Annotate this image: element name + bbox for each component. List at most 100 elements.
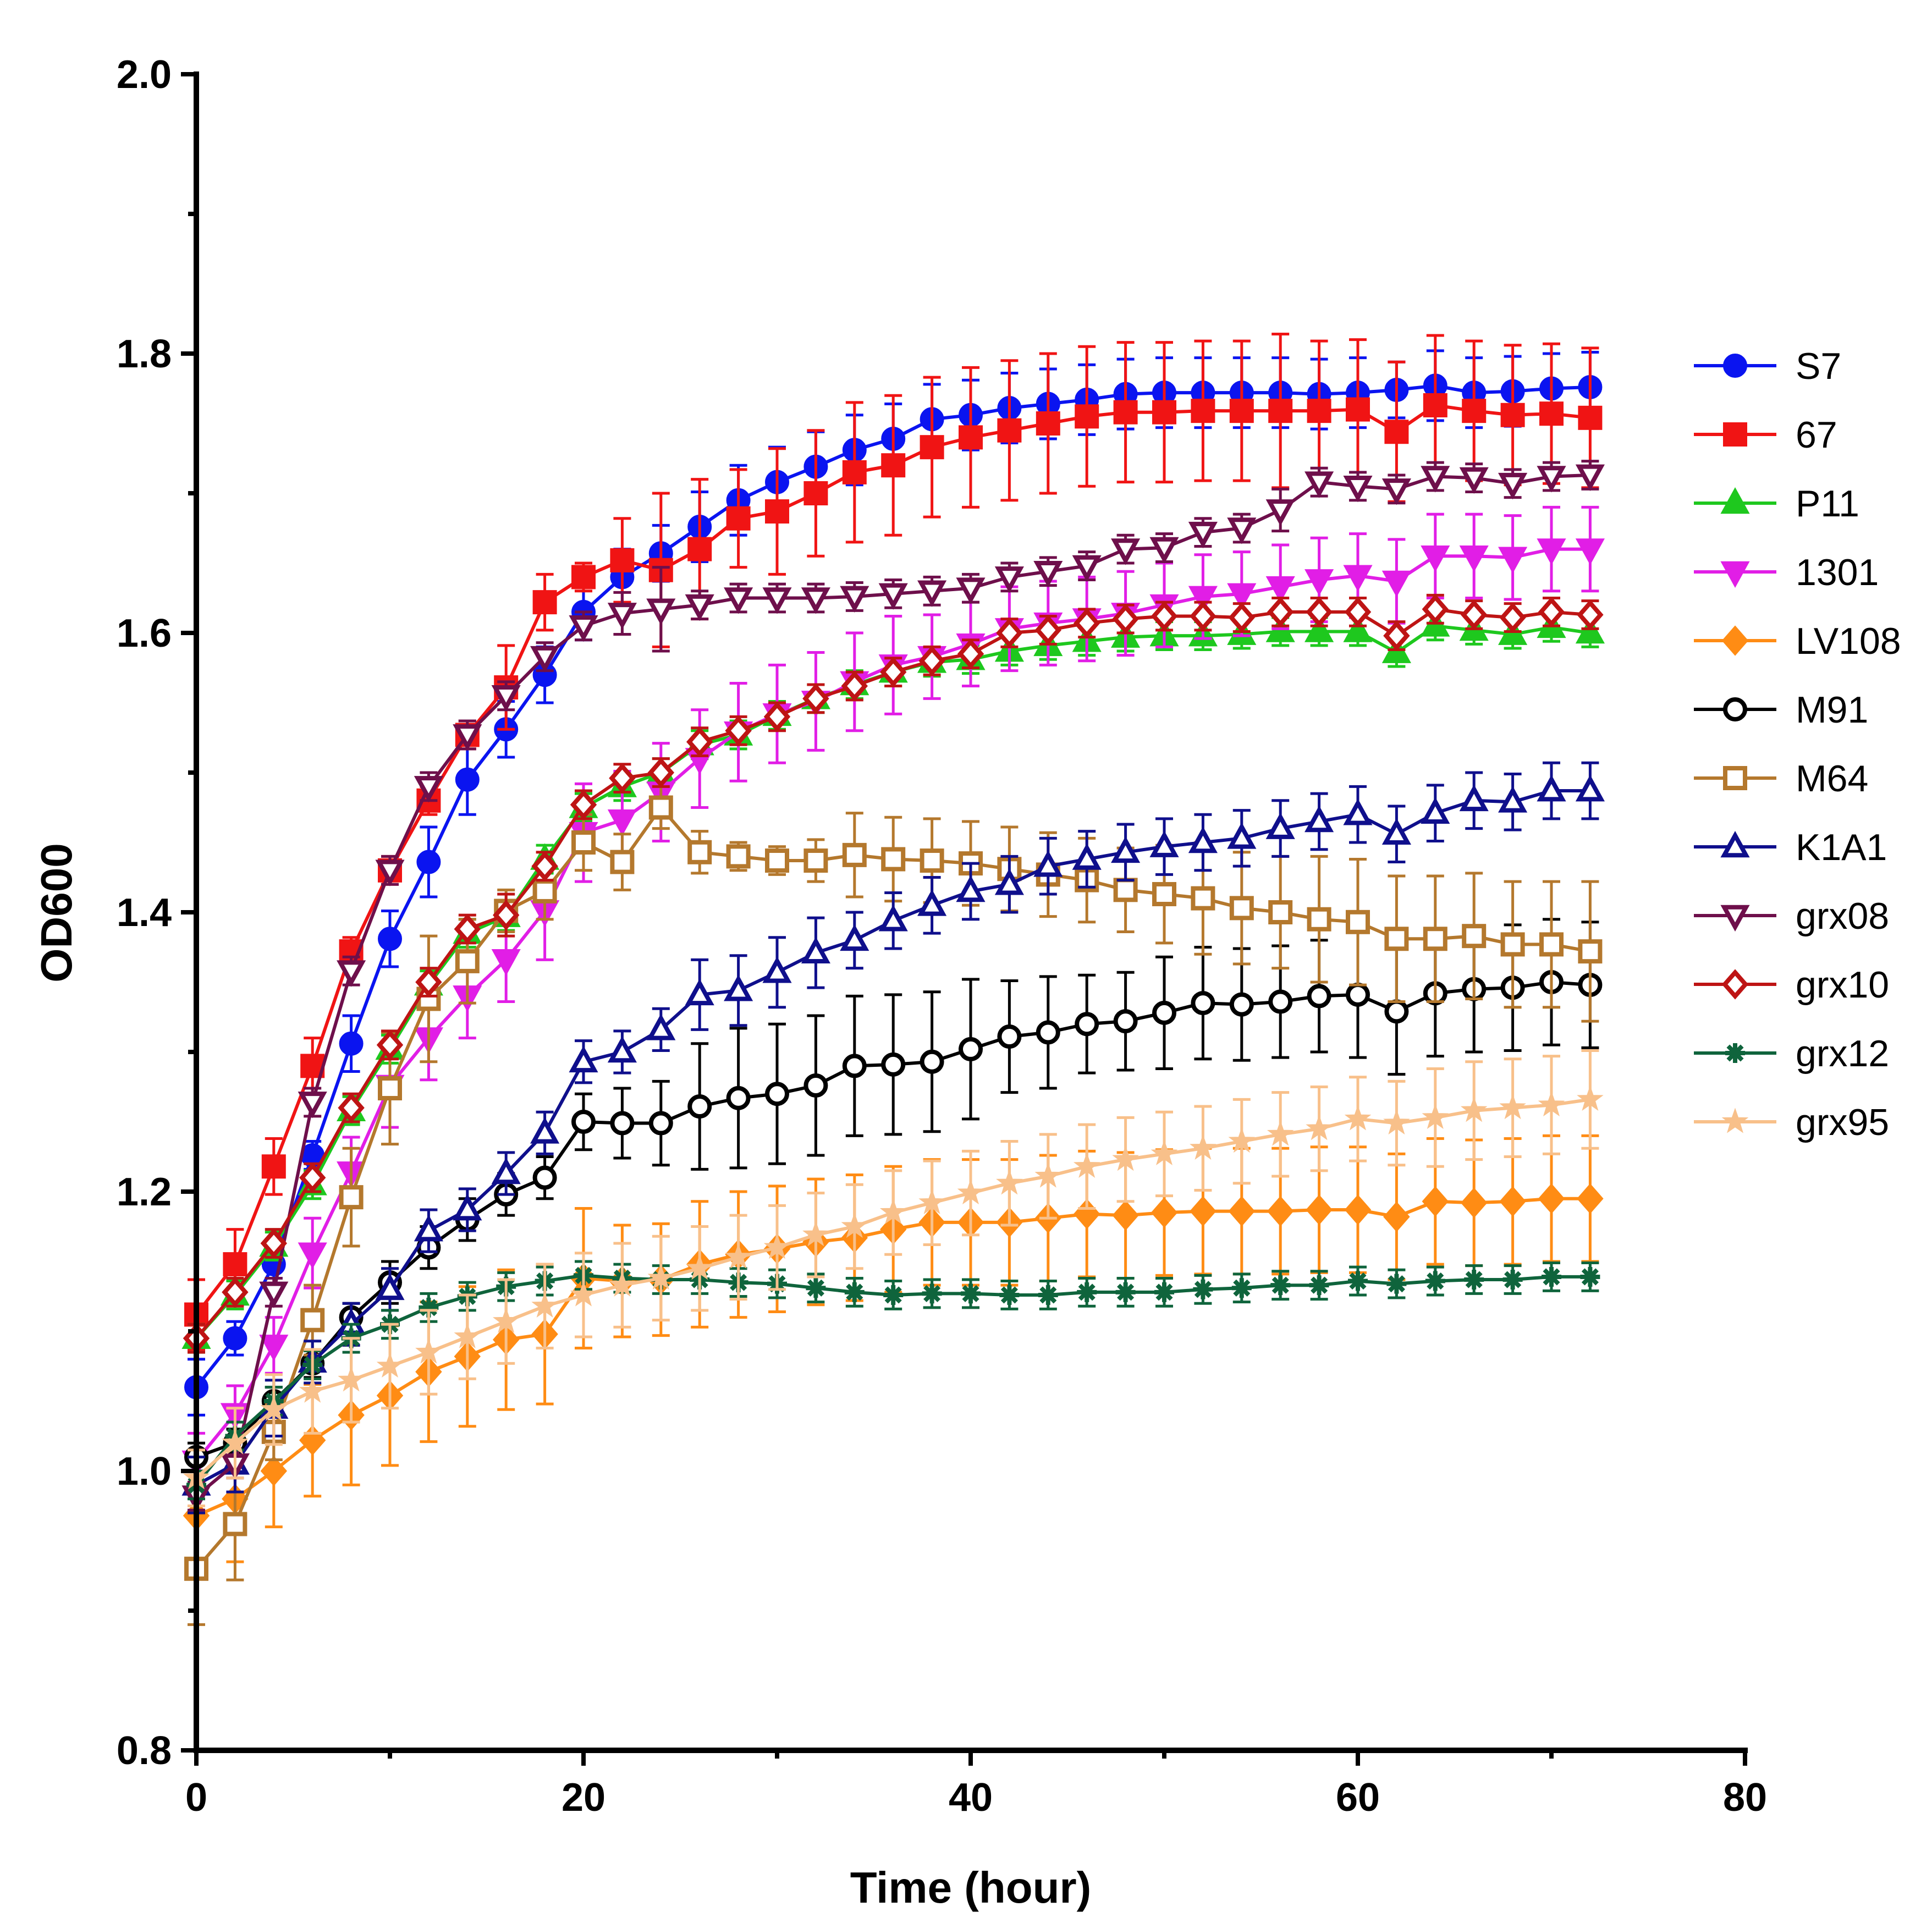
data-point	[765, 499, 789, 524]
data-point	[1152, 400, 1176, 425]
legend-label: 1301	[1796, 552, 1879, 593]
data-point	[1539, 932, 1564, 957]
data-point	[1344, 1194, 1372, 1225]
x-tick-label: 0	[185, 1776, 207, 1820]
data-point	[1267, 1195, 1294, 1227]
data-point	[1343, 565, 1373, 592]
data-point	[607, 603, 637, 630]
data-point	[1459, 467, 1489, 494]
data-point	[999, 1285, 1020, 1305]
data-point	[1460, 1187, 1488, 1218]
data-point	[841, 1212, 868, 1238]
data-point	[1113, 1009, 1138, 1034]
data-point	[259, 1281, 289, 1308]
data-point	[1227, 822, 1257, 849]
legend-marker	[1725, 1043, 1745, 1063]
data-point	[1191, 886, 1215, 911]
data-point	[610, 1111, 635, 1136]
data-point	[259, 1335, 289, 1362]
data-point	[765, 848, 789, 873]
data-point	[883, 1285, 904, 1305]
data-point	[1111, 538, 1141, 565]
data-point	[532, 590, 557, 615]
data-point	[762, 587, 792, 614]
data-point	[339, 1031, 364, 1056]
data-point	[881, 847, 906, 872]
data-point	[1073, 608, 1100, 638]
data-point	[1422, 594, 1449, 625]
data-point	[687, 537, 712, 561]
data-point	[1384, 420, 1409, 444]
data-point	[996, 1169, 1023, 1195]
legend-marker	[1721, 969, 1749, 1000]
data-point	[375, 859, 405, 886]
data-point	[1227, 583, 1257, 610]
data-point	[338, 1092, 365, 1123]
data-point	[1580, 1266, 1600, 1287]
data-point	[1304, 569, 1334, 596]
data-point	[922, 1283, 942, 1304]
legend-item-K1A1: K1A1	[1694, 826, 1887, 868]
data-point	[957, 638, 984, 669]
x-tick-label: 40	[949, 1776, 993, 1820]
data-point	[1229, 992, 1254, 1017]
data-point	[1077, 1282, 1097, 1302]
data-point	[570, 789, 597, 820]
data-point	[607, 1035, 637, 1063]
legend-item-LV108: LV108	[1694, 620, 1901, 662]
data-point	[1575, 775, 1605, 802]
legend-item-grx10: grx10	[1694, 964, 1889, 1006]
data-point	[1188, 586, 1218, 613]
data-point	[1113, 400, 1138, 425]
data-point	[1228, 602, 1256, 633]
data-point	[492, 1307, 520, 1333]
legend-item-M64: M64	[1694, 758, 1868, 800]
data-point	[996, 618, 1023, 648]
y-axis-title: OD600	[32, 843, 81, 982]
data-point	[881, 1052, 906, 1077]
legend-label: 67	[1796, 414, 1837, 456]
data-point	[1537, 775, 1566, 802]
data-point	[1231, 1278, 1252, 1298]
y-tick-label: 1.6	[117, 611, 172, 655]
data-point	[1423, 393, 1447, 417]
data-point	[918, 1188, 945, 1214]
data-point	[1112, 1145, 1139, 1171]
data-point	[1460, 1097, 1488, 1122]
data-point	[1036, 411, 1060, 436]
data-point	[1346, 397, 1370, 422]
data-point	[1502, 1270, 1523, 1290]
data-point	[455, 949, 480, 973]
data-point	[1151, 600, 1178, 632]
data-point	[376, 1352, 404, 1378]
legend-label: K1A1	[1796, 826, 1887, 868]
data-point	[647, 757, 675, 788]
data-point	[917, 889, 947, 916]
legend-marker	[1721, 625, 1749, 656]
data-point	[1343, 798, 1373, 825]
legend-marker	[1723, 766, 1747, 790]
data-point	[724, 974, 753, 1001]
data-point	[725, 1243, 752, 1269]
data-point	[1383, 1109, 1410, 1135]
data-point	[1034, 1162, 1062, 1188]
data-point	[1228, 1195, 1256, 1227]
data-point	[1346, 982, 1370, 1007]
data-point	[994, 868, 1024, 895]
data-point	[879, 657, 907, 687]
data-point	[686, 726, 713, 757]
data-point	[532, 1165, 557, 1190]
data-point	[416, 850, 441, 874]
data-point	[878, 583, 908, 610]
legend-label: S7	[1796, 345, 1841, 387]
data-point	[844, 1282, 865, 1302]
data-point	[260, 1456, 288, 1486]
y-tick-label: 0.8	[117, 1729, 172, 1773]
data-point	[1033, 850, 1063, 877]
x-tick-label: 60	[1336, 1776, 1380, 1820]
data-point	[1421, 797, 1450, 824]
data-point	[1537, 466, 1566, 493]
data-point	[763, 1233, 791, 1259]
data-point	[1578, 405, 1603, 430]
data-point	[726, 506, 751, 531]
